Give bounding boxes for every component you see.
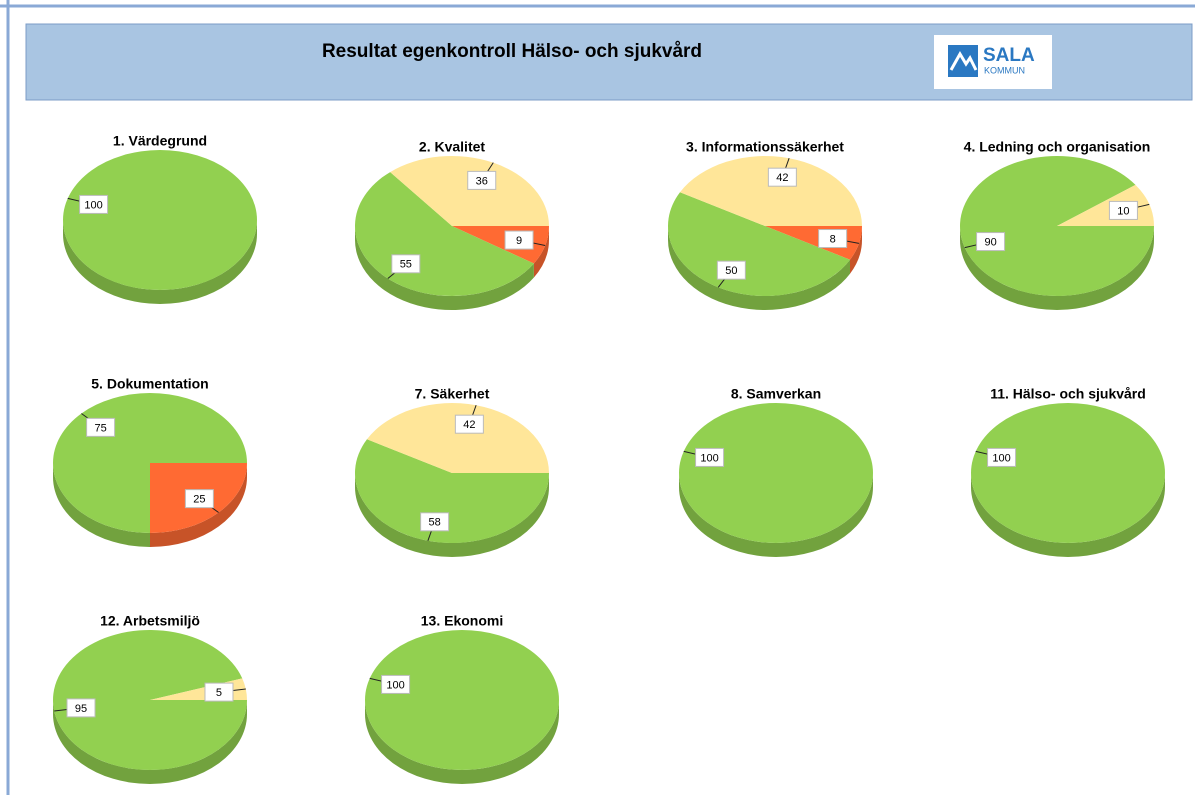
chart-title: 5. Dokumentation [91, 376, 208, 392]
pie-slice [63, 150, 257, 290]
pie-side [668, 226, 851, 310]
data-label-box [818, 229, 848, 249]
pie-side [53, 700, 247, 784]
pie-slice [365, 630, 559, 770]
data-label-box [79, 194, 109, 214]
data-label-box [467, 170, 497, 190]
chart-title: 4. Ledning och organisation [964, 139, 1151, 155]
data-label: 42 [776, 172, 788, 184]
data-label: 100 [992, 452, 1010, 464]
data-label: 100 [84, 199, 102, 211]
data-label: 90 [984, 236, 996, 248]
data-label: 42 [463, 419, 475, 431]
data-label: 95 [75, 703, 87, 715]
data-label-box [976, 232, 1006, 252]
pie-slice [679, 155, 862, 226]
pie-side [679, 473, 873, 557]
data-label-box [381, 674, 411, 694]
data-label-box [1108, 200, 1138, 220]
data-label: 5 [216, 687, 222, 699]
pie-side [971, 473, 1165, 557]
data-label: 50 [725, 265, 737, 277]
data-label: 75 [94, 422, 106, 434]
pie-side [354, 226, 534, 310]
chart-title: 7. Säkerhet [415, 386, 490, 402]
logo-icon-mark [949, 51, 978, 71]
data-label-box [420, 512, 450, 532]
data-label-box [86, 417, 116, 437]
pie-side [960, 226, 1154, 310]
chart-title: 13. Ekonomi [421, 613, 503, 629]
chart-title: 3. Informationssäkerhet [686, 139, 844, 155]
chart-title: 11. Hälso- och sjukvård [990, 386, 1146, 402]
data-label: 10 [1117, 205, 1129, 217]
pie-slice [668, 192, 851, 296]
data-label-box [716, 260, 746, 280]
data-label: 100 [700, 452, 718, 464]
chart-title: 1. Värdegrund [113, 133, 207, 149]
data-label: 36 [476, 175, 488, 187]
chart-title: 12. Arbetsmiljö [100, 613, 200, 629]
header-title: Resultat egenkontroll Hälso- och sjukvår… [322, 41, 702, 62]
data-label-box [66, 698, 96, 718]
data-label: 58 [429, 517, 441, 529]
pie-side [365, 700, 559, 784]
chart-title: 2. Kvalitet [419, 139, 485, 155]
data-label: 8 [830, 233, 836, 245]
data-label-box [184, 489, 214, 509]
pie-side [355, 473, 549, 557]
pie-side [533, 226, 549, 278]
pie-slice [366, 402, 549, 473]
pie-side [850, 226, 862, 274]
pie-slice [390, 155, 549, 226]
data-label-box [454, 414, 484, 434]
data-label-box [391, 254, 421, 274]
data-label-box [504, 230, 534, 250]
pie-slice [959, 156, 1154, 297]
data-label-box [767, 167, 797, 187]
data-label: 55 [400, 259, 412, 271]
pie-slice [355, 439, 549, 543]
data-label: 25 [193, 494, 205, 506]
logo-subtext: KOMMUN [984, 65, 1025, 75]
data-label-box [204, 682, 234, 702]
pie-slice [971, 403, 1165, 543]
logo-text: SALA [983, 45, 1035, 66]
pie-slice [679, 403, 873, 543]
pie-side [63, 220, 257, 304]
data-label: 9 [516, 235, 522, 247]
data-label-box [987, 447, 1017, 467]
chart-title: 8. Samverkan [731, 386, 821, 402]
data-label: 100 [386, 679, 404, 691]
data-label-box [695, 447, 725, 467]
